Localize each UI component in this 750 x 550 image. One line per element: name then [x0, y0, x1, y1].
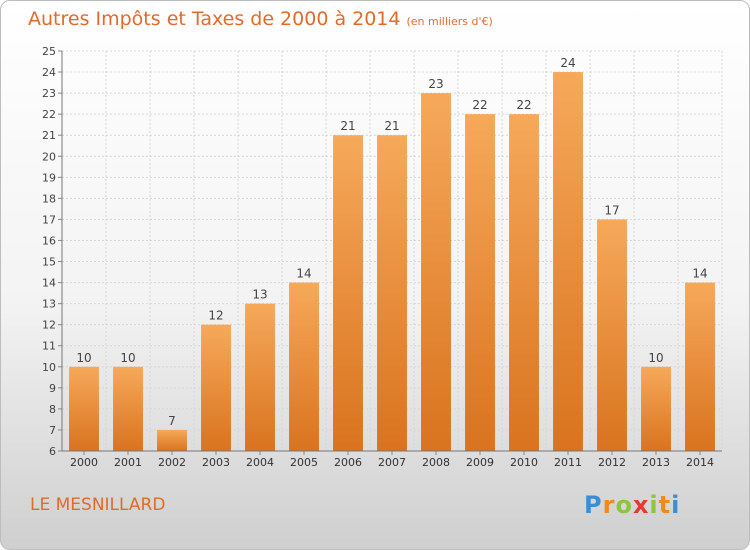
logo-letter: t [658, 491, 672, 519]
y-tick-label: 7 [49, 424, 56, 437]
y-tick-label: 9 [49, 382, 56, 395]
logo-letter: i [671, 491, 681, 519]
data-label: 24 [560, 56, 575, 70]
bar [289, 282, 319, 451]
bar [553, 72, 583, 451]
chart-title: Autres Impôts et Taxes de 2000 à 2014 (en… [28, 8, 493, 30]
y-tick-label: 17 [42, 213, 56, 226]
data-label: 12 [208, 309, 223, 323]
y-tick-label: 24 [42, 66, 56, 79]
y-tick-label: 13 [42, 298, 56, 311]
y-tick-label: 12 [42, 319, 56, 332]
y-tick-label: 11 [42, 340, 56, 353]
y-tick-label: 25 [42, 45, 56, 58]
data-label: 17 [604, 203, 619, 217]
y-tick-label: 22 [42, 108, 56, 121]
x-tick-label: 2001 [114, 456, 142, 469]
data-label: 7 [168, 414, 176, 428]
x-tick-label: 2011 [554, 456, 582, 469]
x-tick-label: 2012 [598, 456, 626, 469]
chart-unit: (en milliers d'€) [406, 15, 493, 28]
x-tick-label: 2013 [642, 456, 670, 469]
x-tick-label: 2010 [510, 456, 538, 469]
y-tick-label: 16 [42, 234, 56, 247]
data-label: 21 [384, 119, 399, 133]
x-tick-label: 2009 [466, 456, 494, 469]
x-tick-label: 2000 [70, 456, 98, 469]
x-tick-label: 2014 [686, 456, 714, 469]
logo-letter: o [615, 491, 633, 519]
bar [641, 366, 671, 451]
y-tick-label: 21 [42, 129, 56, 142]
chart-title-text: Autres Impôts et Taxes de 2000 à 2014 [28, 8, 401, 30]
data-label: 13 [252, 288, 267, 302]
data-label: 22 [516, 98, 531, 112]
x-tick-label: 2004 [246, 456, 274, 469]
logo-letter: x [632, 491, 650, 519]
x-tick-label: 2002 [158, 456, 186, 469]
y-tick-label: 20 [42, 150, 56, 163]
x-tick-label: 2003 [202, 456, 230, 469]
logo-letter: r [602, 491, 616, 519]
bar [113, 366, 143, 451]
logo-letter: i [649, 491, 659, 519]
x-tick-label: 2007 [378, 456, 406, 469]
bar [597, 219, 627, 451]
data-label: 21 [340, 119, 355, 133]
data-label: 14 [692, 267, 707, 281]
data-label: 10 [648, 351, 663, 365]
logo-letter: P [584, 491, 603, 519]
bars: 10 10 7 12 13 14 21 21 23 22 22 24 17 10 14 [69, 56, 715, 452]
bar [201, 324, 231, 451]
x-tick-label: 2005 [290, 456, 318, 469]
bar [245, 303, 275, 451]
x-tick-label: 2008 [422, 456, 450, 469]
y-tick-label: 14 [42, 277, 56, 290]
y-tick-label: 8 [49, 403, 56, 416]
bar [377, 135, 407, 452]
data-label: 10 [76, 351, 91, 365]
bar [333, 135, 363, 452]
y-tick-label: 10 [42, 361, 56, 374]
y-tick-label: 23 [42, 87, 56, 100]
y-tick-label: 18 [42, 192, 56, 205]
axes: 6 7 8 9 10 11 12 13 14 15 16 17 18 19 20 21 22 23 24 25 2000… [42, 45, 722, 469]
data-label: 10 [120, 351, 135, 365]
bar [421, 93, 451, 452]
bar [685, 282, 715, 451]
proxiti-logo: Proxiti [584, 491, 680, 519]
data-label: 22 [472, 98, 487, 112]
data-label: 23 [428, 77, 443, 91]
y-tick-label: 19 [42, 171, 56, 184]
y-tick-label: 6 [49, 445, 56, 458]
data-label: 14 [296, 267, 311, 281]
bar [465, 114, 495, 451]
town-name: LE MESNILLARD [30, 495, 166, 515]
bar [157, 429, 187, 451]
bar [69, 366, 99, 451]
x-tick-label: 2006 [334, 456, 362, 469]
bar [509, 114, 539, 451]
y-tick-label: 15 [42, 256, 56, 269]
